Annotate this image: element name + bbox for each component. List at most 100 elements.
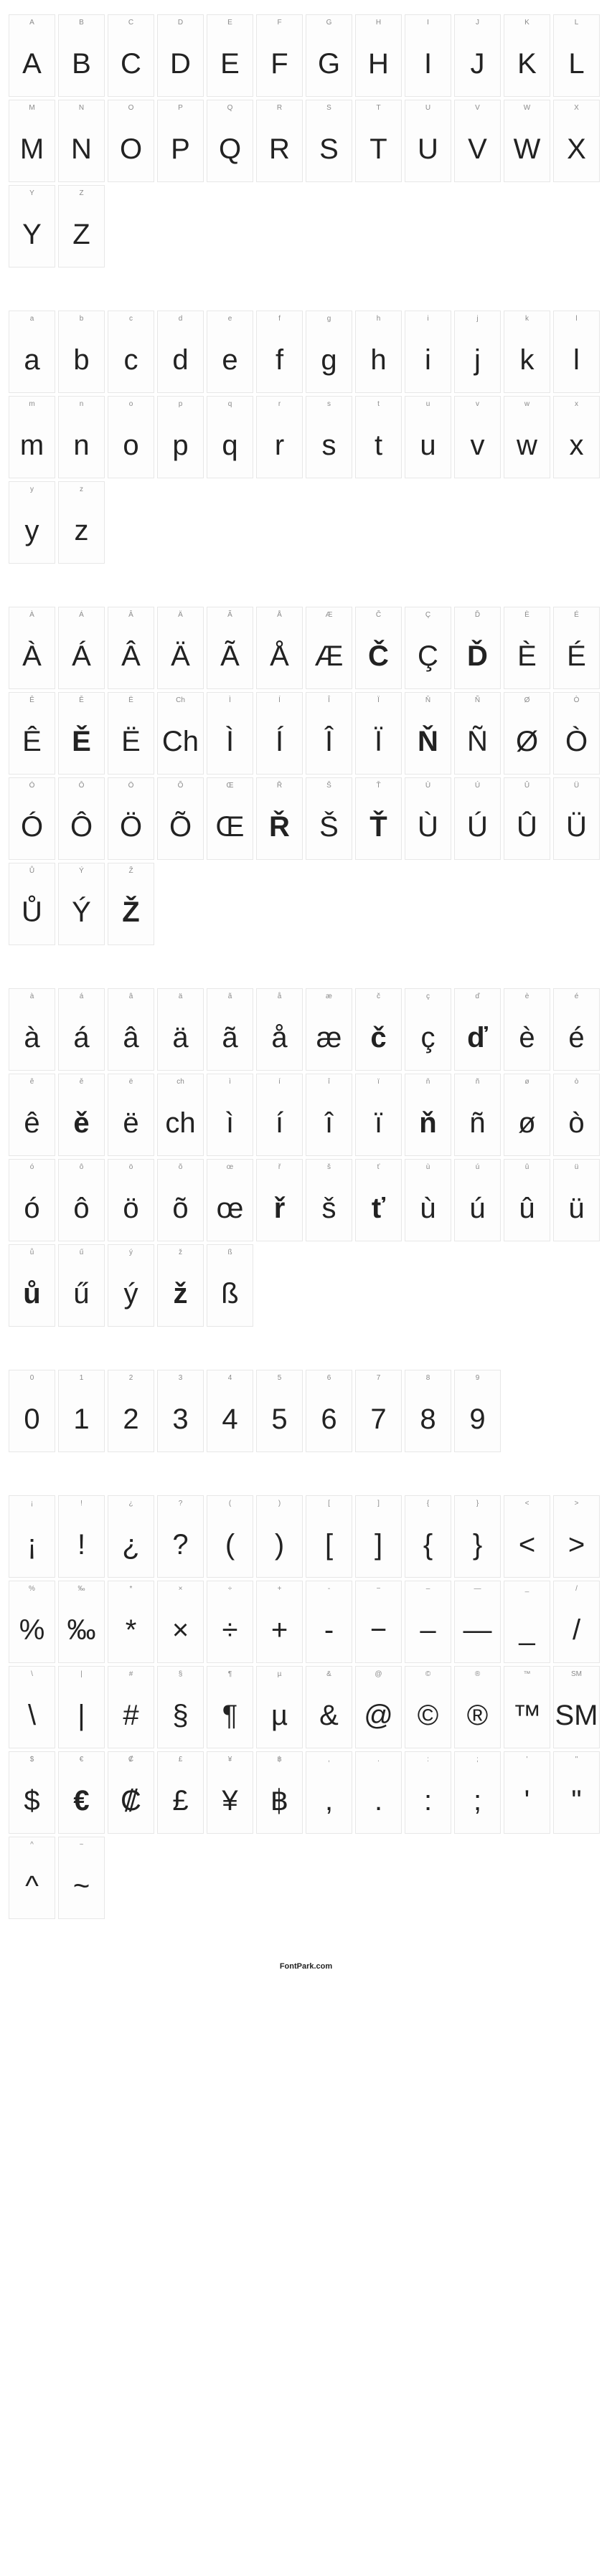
glyph-char: L	[568, 49, 584, 78]
glyph-label: ]	[377, 1500, 380, 1512]
glyph-display: %	[9, 1597, 55, 1662]
glyph-label: (	[229, 1500, 231, 1512]
glyph-display: V	[455, 116, 500, 181]
glyph-char: J	[471, 49, 485, 78]
glyph-char: ů	[23, 1279, 40, 1308]
glyph-char: ^	[25, 1872, 39, 1900]
glyph-label: G	[326, 19, 332, 31]
glyph-display: ù	[405, 1175, 451, 1241]
glyph-cell: áá	[58, 988, 105, 1071]
glyph-char: Ě	[72, 727, 91, 756]
glyph-cell: 99	[454, 1370, 501, 1452]
glyph-char: l	[573, 346, 580, 374]
glyph-cell: ââ	[108, 988, 154, 1071]
glyph-display: Í	[257, 709, 302, 774]
glyph-char: Ü	[566, 813, 587, 841]
glyph-char: Ç	[418, 642, 438, 671]
glyph-label: N	[79, 105, 84, 116]
glyph-label: '	[527, 1756, 528, 1768]
glyph-label: #	[129, 1671, 133, 1682]
glyph-label: â	[129, 993, 133, 1005]
glyph-display: v	[455, 412, 500, 478]
glyph-label: b	[80, 316, 84, 327]
glyph-label: ň	[426, 1079, 430, 1090]
glyph-cell: òò	[553, 1074, 600, 1156]
glyph-display: ñ	[455, 1090, 500, 1155]
glyph-display: f	[257, 327, 302, 392]
glyph-cell: ––	[405, 1581, 451, 1663]
glyph-cell: 00	[9, 1370, 55, 1452]
glyph-cell: êê	[9, 1074, 55, 1156]
glyph-display: Č	[356, 623, 401, 688]
glyph-cell: >>	[553, 1495, 600, 1578]
glyph-label: [	[328, 1500, 330, 1512]
glyph-char: Ã	[220, 642, 240, 671]
glyph-label: ö	[129, 1164, 133, 1175]
glyph-char: b	[73, 346, 89, 374]
glyph-cell: aa	[9, 311, 55, 393]
glyph-display: Ď	[455, 623, 500, 688]
glyph-char: Ř	[269, 813, 290, 841]
glyph-cell: šš	[306, 1159, 352, 1241]
glyph-char: Š	[319, 813, 339, 841]
glyph-cell: ฿฿	[256, 1751, 303, 1834]
glyph-char: A	[22, 49, 42, 78]
glyph-display: ž	[158, 1261, 203, 1326]
glyph-label: |	[80, 1671, 83, 1682]
glyph-display: N	[59, 116, 104, 181]
glyph-display: S	[306, 116, 352, 181]
glyph-label: Z	[79, 190, 83, 202]
glyph-char: u	[420, 431, 436, 460]
glyph-display: :	[405, 1768, 451, 1833]
glyph-label: ô	[80, 1164, 84, 1175]
glyph-cell: ŽŽ	[108, 863, 154, 945]
glyph-display: á	[59, 1005, 104, 1070]
glyph-cell: ||	[58, 1666, 105, 1748]
glyph-cell: ŤŤ	[355, 777, 402, 860]
glyph-cell: HH	[355, 14, 402, 97]
glyph-char: Y	[22, 220, 42, 249]
glyph-cell: ÀÀ	[9, 607, 55, 689]
glyph-cell: ÊÊ	[9, 692, 55, 775]
glyph-display: w	[504, 412, 550, 478]
glyph-cell: 55	[256, 1370, 303, 1452]
glyph-cell: ??	[157, 1495, 204, 1578]
glyph-char: ü	[568, 1194, 584, 1223]
glyph-label: ý	[129, 1249, 133, 1261]
glyph-display: <	[504, 1512, 550, 1577]
glyph-label: -	[328, 1586, 330, 1597]
glyph-display: '	[504, 1768, 550, 1833]
glyph-cell: ~~	[58, 1837, 105, 1919]
glyph-display: h	[356, 327, 401, 392]
glyph-label: i	[427, 316, 428, 327]
glyph-label: Ù	[425, 782, 430, 794]
glyph-cell: SMSM	[553, 1666, 600, 1748]
glyph-display: Æ	[306, 623, 352, 688]
glyph-cell: NN	[58, 100, 105, 182]
glyph-char: O	[120, 135, 142, 164]
glyph-cell: QQ	[207, 100, 253, 182]
glyph-char: Ý	[72, 898, 91, 927]
glyph-display: >	[554, 1512, 599, 1577]
glyph-display: 2	[108, 1386, 154, 1452]
glyph-label: X	[574, 105, 579, 116]
glyph-label: o	[129, 401, 133, 412]
glyph-display: C	[108, 31, 154, 96]
glyph-char: -	[324, 1616, 334, 1644]
glyph-char: Ï	[375, 727, 382, 756]
glyph-display: ò	[554, 1090, 599, 1155]
footer-attribution: FontPark.com	[9, 1962, 603, 1971]
glyph-cell: JJ	[454, 14, 501, 97]
section-uppercase: AABBCCDDEEFFGGHHIIJJKKLLMMNNOOPPQQRRSSTT…	[9, 14, 603, 267]
glyph-label: SM	[571, 1671, 582, 1682]
glyph-char: Ä	[171, 642, 190, 671]
glyph-char: é	[568, 1023, 584, 1052]
glyph-display: ?	[158, 1512, 203, 1577]
glyph-label: È	[524, 612, 529, 623]
glyph-label: Ž	[128, 868, 133, 879]
glyph-char: "	[571, 1786, 581, 1815]
glyph-cell: ^^	[9, 1837, 55, 1919]
glyph-char: Ø	[516, 727, 538, 756]
glyph-cell: ÝÝ	[58, 863, 105, 945]
glyph-display: n	[59, 412, 104, 478]
